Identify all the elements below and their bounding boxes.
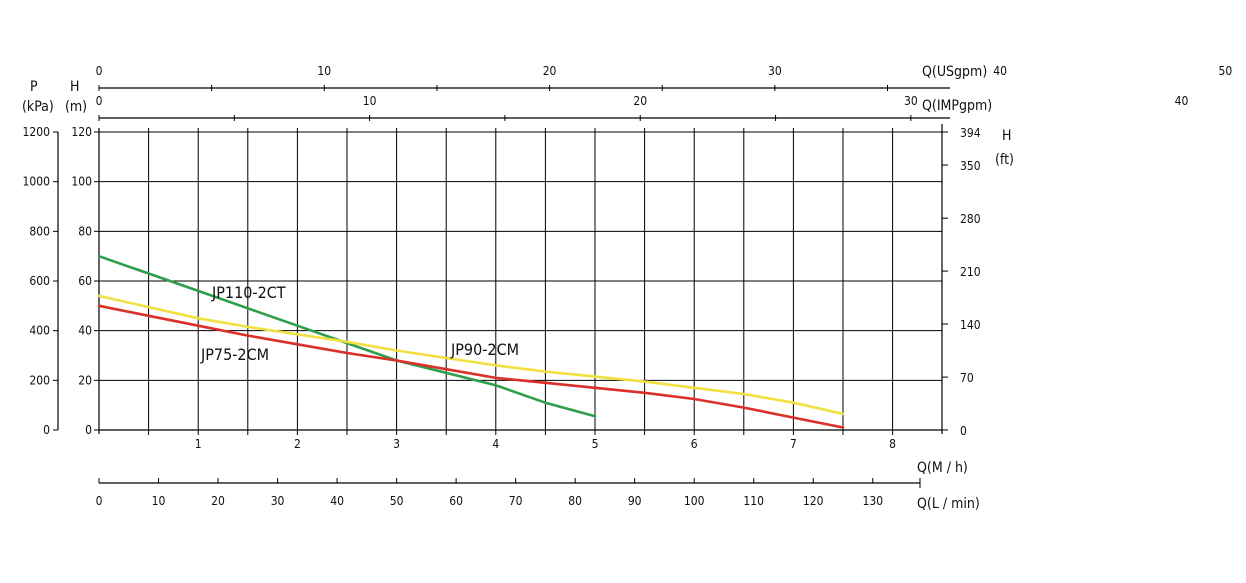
- y-tick-label: 80: [78, 224, 92, 238]
- y-tick-label: 100: [71, 175, 92, 189]
- x-tick-label: 8: [889, 437, 896, 451]
- x-tick-label: 3: [393, 437, 400, 451]
- x-tick-label: 7: [790, 437, 797, 451]
- y-tick-label: 20: [78, 373, 92, 387]
- p-tick-label: 800: [29, 224, 50, 238]
- left-inner-axis-label: H: [70, 79, 79, 95]
- lmin-tick-label: 10: [152, 494, 166, 508]
- lmin-tick-label: 120: [803, 494, 824, 508]
- p-tick-label: 600: [29, 274, 50, 288]
- impgpm-tick-label: 10: [363, 94, 377, 108]
- lmin-tick-label: 110: [743, 494, 764, 508]
- left-inner-axis-unit: (m): [65, 99, 87, 115]
- right-axis-label: H: [1002, 128, 1011, 144]
- p-tick-label: 0: [43, 423, 50, 437]
- impgpm-tick-label: 40: [1175, 94, 1189, 108]
- right-axis-unit: (ft): [995, 152, 1014, 168]
- ft-tick-label: 350: [960, 159, 981, 173]
- ft-tick-label: 140: [960, 318, 981, 332]
- x-tick-label: 5: [592, 437, 599, 451]
- x-tick-label: 6: [691, 437, 698, 451]
- usgpm-tick-label: 40: [993, 64, 1007, 78]
- grid-layer: [99, 128, 942, 435]
- y-tick-label: 120: [71, 125, 92, 139]
- p-tick-label: 1000: [23, 175, 51, 189]
- series-line-jp75-2cm: [97, 304, 845, 429]
- top-impgpm-axis-label: Q(IMPgpm): [922, 98, 992, 114]
- ft-tick-label: 70: [960, 371, 974, 385]
- series-layer: [97, 254, 845, 429]
- usgpm-tick-label: 0: [96, 64, 103, 78]
- usgpm-tick-label: 20: [543, 64, 557, 78]
- lmin-tick-label: 30: [271, 494, 285, 508]
- usgpm-tick-label: 30: [768, 64, 782, 78]
- p-tick-label: 400: [29, 324, 50, 338]
- p-tick-label: 200: [29, 373, 50, 387]
- lmin-tick-label: 80: [568, 494, 582, 508]
- usgpm-tick-label: 50: [1219, 64, 1233, 78]
- lmin-tick-label: 130: [862, 494, 883, 508]
- y-tick-label: 60: [78, 274, 92, 288]
- left-outer-axis-unit: (kPa): [22, 99, 54, 115]
- curve-label-jp75: JP75-2CM: [200, 345, 269, 364]
- y-tick-label: 0: [85, 423, 92, 437]
- lmin-tick-label: 40: [330, 494, 344, 508]
- curve-label-jp110: JP110-2CT: [211, 283, 286, 302]
- lmin-tick-label: 0: [96, 494, 103, 508]
- lmin-tick-label: 60: [449, 494, 463, 508]
- top-usgpm-axis-label: Q(USgpm): [922, 64, 987, 80]
- impgpm-tick-label: 20: [633, 94, 647, 108]
- lmin-tick-label: 100: [684, 494, 705, 508]
- p-tick-label: 1200: [23, 125, 51, 139]
- lmin-tick-label: 20: [211, 494, 225, 508]
- impgpm-tick-label: 0: [96, 94, 103, 108]
- x-tick-label: 2: [294, 437, 301, 451]
- left-outer-axis-label: P: [30, 79, 38, 95]
- lmin-tick-label: 70: [509, 494, 523, 508]
- curve-label-jp90: JP90-2CM: [450, 340, 519, 359]
- usgpm-tick-label: 10: [317, 64, 331, 78]
- ft-tick-label: 280: [960, 212, 981, 226]
- x-tick-label: 4: [492, 437, 499, 451]
- x-tick-label: 1: [195, 437, 202, 451]
- x-axis-label: Q(M / h): [917, 460, 968, 476]
- ft-tick-label: 394: [960, 126, 981, 140]
- lmin-tick-label: 50: [390, 494, 404, 508]
- ft-tick-label: 210: [960, 265, 981, 279]
- bottom-lmin-axis-label: Q(L / min): [917, 496, 980, 512]
- impgpm-tick-label: 30: [904, 94, 918, 108]
- series-line-jp90-2cm: [97, 294, 845, 416]
- ft-tick-label: 0: [960, 424, 967, 438]
- lmin-tick-label: 90: [628, 494, 642, 508]
- y-tick-label: 40: [78, 324, 92, 338]
